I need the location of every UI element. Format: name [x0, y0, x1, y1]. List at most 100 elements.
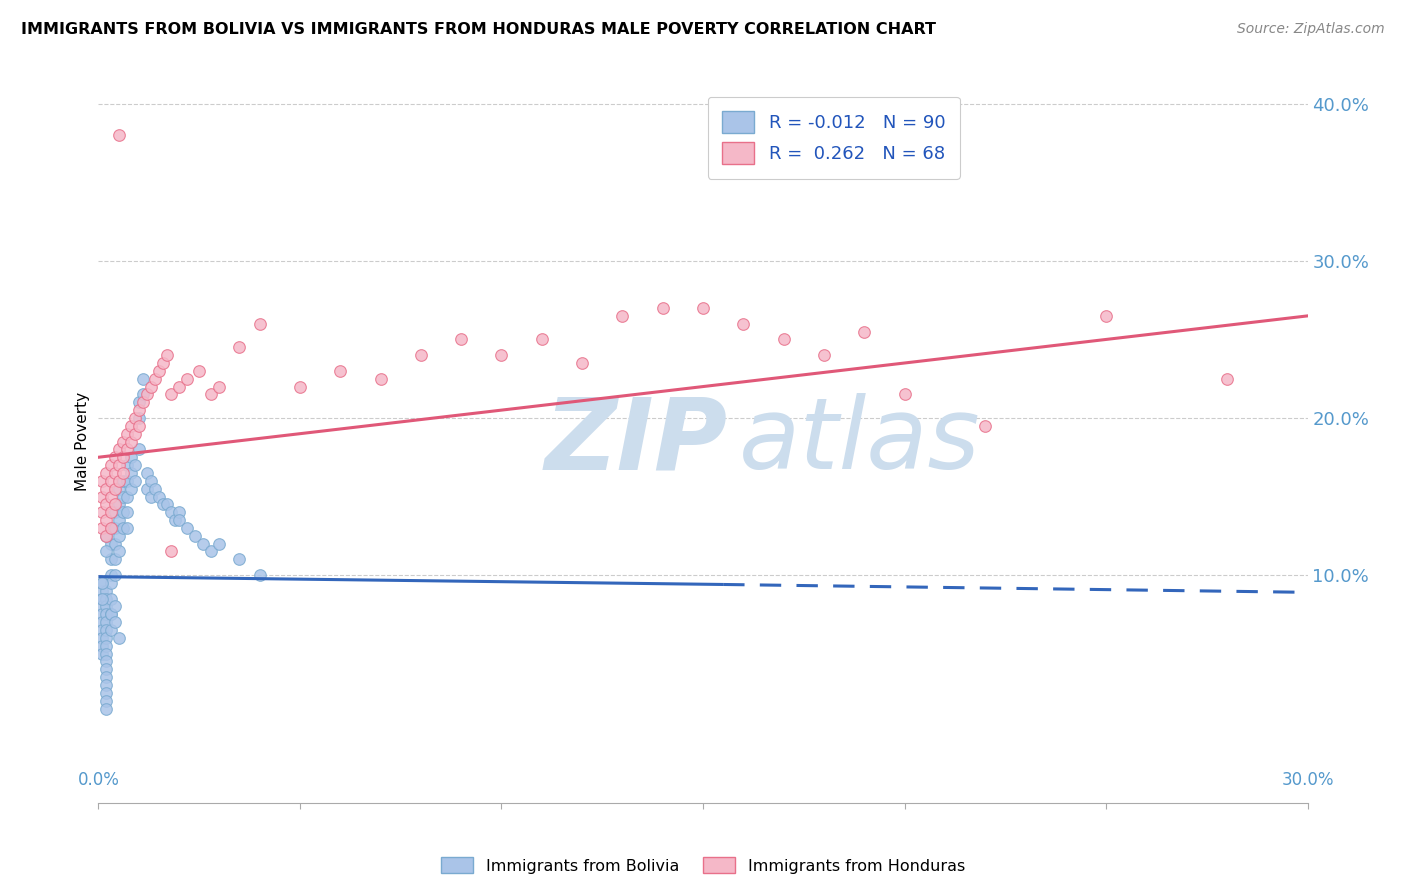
- Point: [143, 482, 166, 496]
- Point: [91, 583, 114, 598]
- Point: [100, 521, 122, 535]
- Point: [91, 599, 114, 614]
- Point: [103, 599, 125, 614]
- Point: [96, 686, 118, 700]
- Point: [135, 466, 157, 480]
- Point: [160, 505, 183, 519]
- Point: [128, 442, 150, 457]
- Point: [120, 466, 142, 480]
- Point: [124, 411, 146, 425]
- Point: [91, 505, 114, 519]
- Point: [160, 544, 183, 558]
- Point: [124, 426, 146, 441]
- Point: [100, 623, 122, 637]
- Point: [571, 356, 593, 370]
- Text: 30.0%: 30.0%: [1281, 771, 1334, 789]
- Point: [163, 513, 186, 527]
- Point: [184, 529, 207, 543]
- Point: [135, 387, 157, 401]
- Point: [100, 568, 122, 582]
- Point: [491, 348, 513, 362]
- Point: [152, 497, 174, 511]
- Point: [120, 418, 142, 433]
- Point: [115, 458, 138, 472]
- Point: [96, 694, 118, 708]
- Point: [96, 583, 118, 598]
- Point: [249, 568, 271, 582]
- Point: [111, 474, 134, 488]
- Point: [96, 599, 118, 614]
- Point: [107, 442, 129, 457]
- Point: [91, 631, 114, 645]
- Point: [288, 379, 311, 393]
- Point: [132, 372, 155, 386]
- Point: [91, 607, 114, 622]
- Point: [96, 701, 118, 715]
- Point: [103, 552, 125, 566]
- Point: [111, 434, 134, 449]
- Point: [692, 301, 714, 315]
- Point: [91, 639, 114, 653]
- Point: [974, 418, 997, 433]
- Point: [228, 340, 250, 354]
- Point: [96, 529, 118, 543]
- Point: [111, 505, 134, 519]
- Text: 0.0%: 0.0%: [77, 771, 120, 789]
- Point: [96, 513, 118, 527]
- Point: [91, 490, 114, 504]
- Point: [152, 356, 174, 370]
- Point: [91, 615, 114, 630]
- Point: [96, 655, 118, 669]
- Point: [100, 607, 122, 622]
- Point: [132, 387, 155, 401]
- Point: [148, 490, 170, 504]
- Point: [167, 505, 190, 519]
- Point: [120, 482, 142, 496]
- Point: [96, 591, 118, 606]
- Point: [115, 505, 138, 519]
- Point: [103, 466, 125, 480]
- Point: [128, 418, 150, 433]
- Point: [100, 505, 122, 519]
- Point: [156, 348, 179, 362]
- Point: [120, 450, 142, 465]
- Point: [813, 348, 835, 362]
- Point: [100, 536, 122, 550]
- Point: [100, 521, 122, 535]
- Point: [103, 521, 125, 535]
- Point: [115, 490, 138, 504]
- Point: [96, 678, 118, 692]
- Point: [188, 364, 211, 378]
- Point: [120, 434, 142, 449]
- Point: [96, 607, 118, 622]
- Point: [208, 536, 231, 550]
- Point: [91, 474, 114, 488]
- Point: [167, 379, 190, 393]
- Point: [103, 615, 125, 630]
- Point: [96, 631, 118, 645]
- Point: [128, 403, 150, 417]
- Point: [853, 325, 876, 339]
- Point: [124, 458, 146, 472]
- Point: [103, 536, 125, 550]
- Point: [107, 482, 129, 496]
- Point: [103, 568, 125, 582]
- Point: [91, 647, 114, 661]
- Point: [111, 490, 134, 504]
- Point: [107, 529, 129, 543]
- Point: [200, 544, 222, 558]
- Point: [143, 372, 166, 386]
- Point: [228, 552, 250, 566]
- Point: [100, 591, 122, 606]
- Point: [100, 458, 122, 472]
- Point: [115, 426, 138, 441]
- Point: [96, 529, 118, 543]
- Point: [107, 631, 129, 645]
- Point: [208, 379, 231, 393]
- Point: [96, 639, 118, 653]
- Point: [96, 647, 118, 661]
- Point: [1216, 372, 1239, 386]
- Point: [91, 591, 114, 606]
- Point: [96, 623, 118, 637]
- Text: IMMIGRANTS FROM BOLIVIA VS IMMIGRANTS FROM HONDURAS MALE POVERTY CORRELATION CHA: IMMIGRANTS FROM BOLIVIA VS IMMIGRANTS FR…: [21, 22, 936, 37]
